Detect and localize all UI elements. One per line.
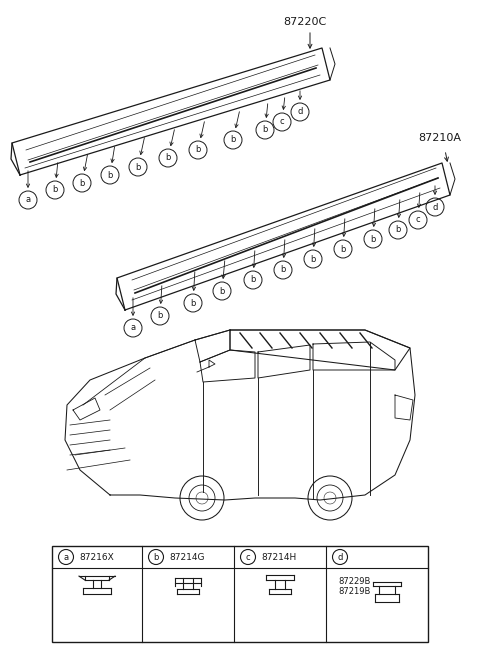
Text: c: c xyxy=(280,117,284,127)
Text: b: b xyxy=(108,171,113,180)
Text: b: b xyxy=(195,146,201,155)
Text: 87229B: 87229B xyxy=(338,577,371,586)
Text: a: a xyxy=(63,552,69,562)
Text: 87214H: 87214H xyxy=(261,552,296,562)
Text: d: d xyxy=(297,108,303,117)
Text: b: b xyxy=(280,266,286,274)
Text: b: b xyxy=(52,186,58,194)
Text: c: c xyxy=(246,552,250,562)
Text: b: b xyxy=(370,234,376,243)
Text: 87220C: 87220C xyxy=(283,17,326,27)
Text: b: b xyxy=(135,163,141,171)
Text: d: d xyxy=(432,203,438,211)
Text: 87210A: 87210A xyxy=(419,133,461,143)
Text: a: a xyxy=(131,323,135,333)
Text: b: b xyxy=(165,154,171,163)
Text: b: b xyxy=(190,298,196,308)
Text: b: b xyxy=(79,178,84,188)
Text: c: c xyxy=(416,216,420,224)
Text: b: b xyxy=(157,312,163,321)
Text: b: b xyxy=(250,276,256,285)
Text: b: b xyxy=(230,136,236,144)
Text: 87214G: 87214G xyxy=(169,552,204,562)
Text: b: b xyxy=(396,226,401,234)
Text: b: b xyxy=(262,125,268,134)
Text: b: b xyxy=(340,245,346,253)
Text: a: a xyxy=(25,195,31,205)
Text: b: b xyxy=(219,287,225,295)
Text: 87216X: 87216X xyxy=(79,552,114,562)
Text: b: b xyxy=(310,255,316,264)
Bar xyxy=(52,546,428,642)
Text: d: d xyxy=(337,552,343,562)
Text: 87219B: 87219B xyxy=(338,588,371,596)
Text: b: b xyxy=(153,552,159,562)
